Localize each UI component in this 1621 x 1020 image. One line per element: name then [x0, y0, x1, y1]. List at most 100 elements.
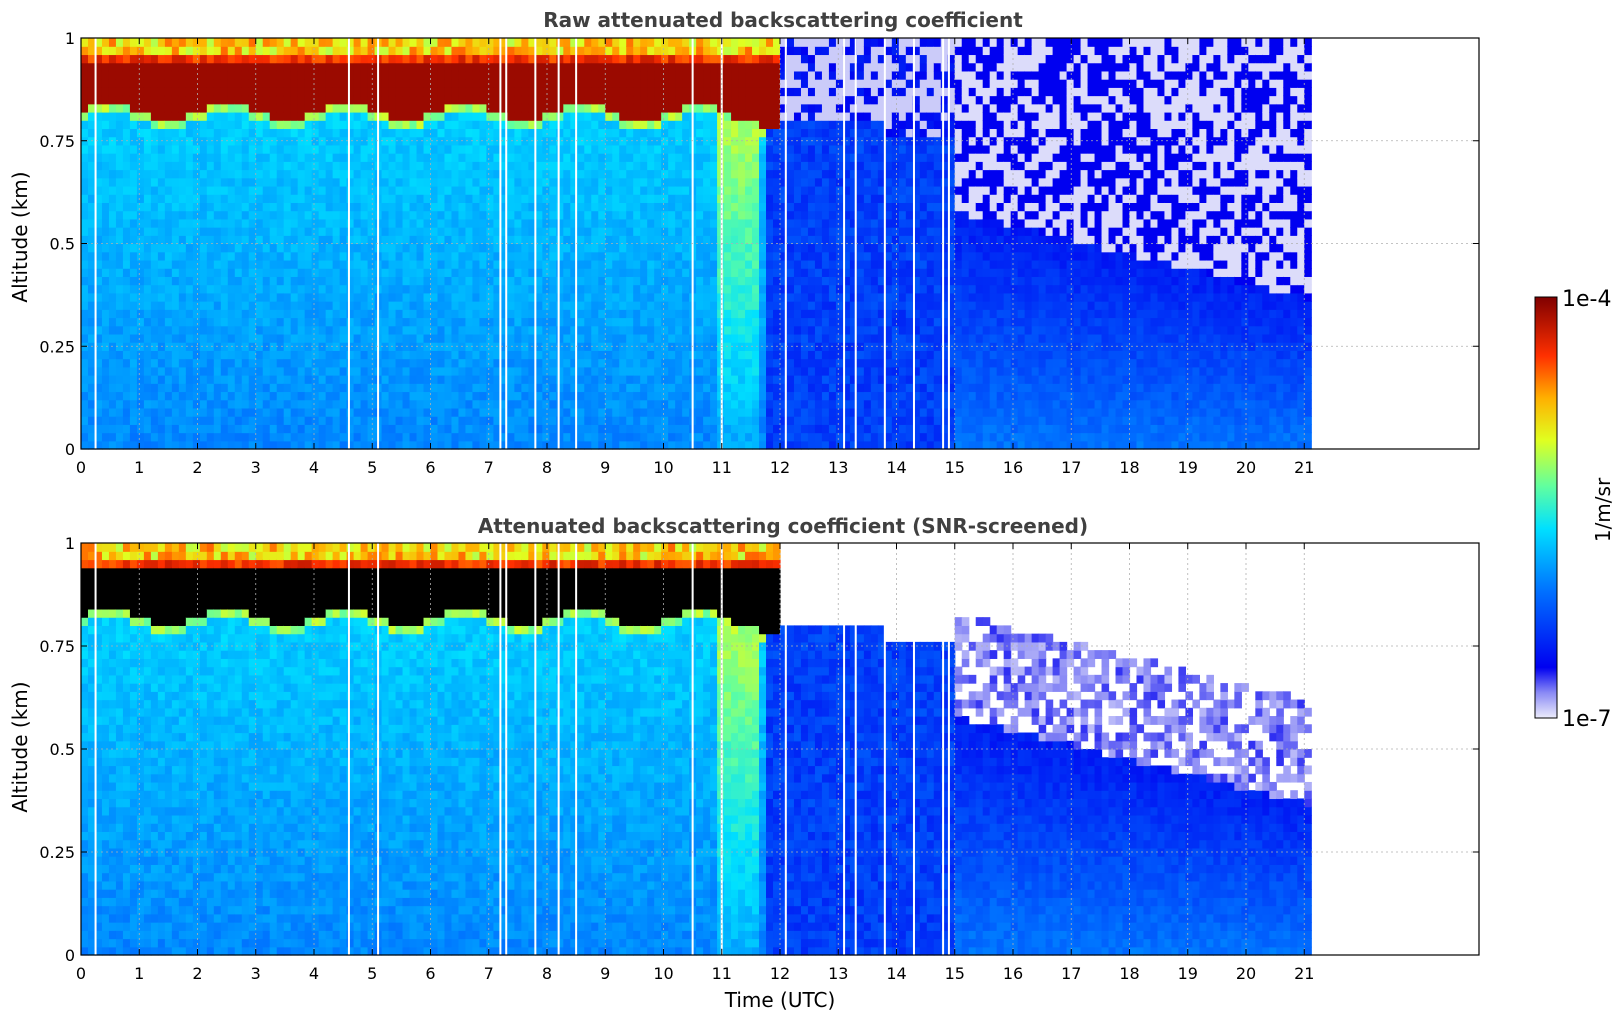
heatmap-cell [346, 399, 355, 409]
heatmap-cell [220, 383, 229, 393]
heatmap-cell [255, 416, 264, 425]
heatmap-cell [472, 251, 481, 261]
heatmap-cell [241, 276, 250, 286]
heatmap-cell [444, 292, 453, 302]
heatmap-cell [157, 259, 166, 269]
heatmap-cell [535, 218, 543, 228]
heatmap-cell [304, 103, 313, 113]
heatmap-cell [514, 46, 522, 56]
heatmap-cell [269, 87, 278, 97]
heatmap-cell [178, 383, 187, 393]
heatmap-cell [626, 342, 634, 351]
heatmap-cell [388, 46, 397, 56]
heatmap-cell [766, 128, 774, 138]
heatmap-cell [339, 136, 348, 146]
heatmap-cell [297, 366, 306, 376]
heatmap-cell [381, 185, 390, 195]
heatmap-cell [731, 276, 739, 286]
heatmap-cell [444, 375, 453, 384]
heatmap-cell [521, 161, 529, 171]
heatmap-cell [150, 284, 159, 294]
heatmap-cell [535, 325, 543, 335]
heatmap-cell [451, 70, 460, 80]
heatmap-cell [192, 111, 201, 121]
heatmap-cell [360, 38, 369, 47]
heatmap-cell [290, 276, 299, 286]
heatmap-cell [332, 161, 341, 171]
heatmap-cell [710, 424, 718, 434]
heatmap-cell [136, 325, 145, 335]
heatmap-cell [682, 301, 690, 310]
heatmap-cell [150, 243, 159, 253]
heatmap-cell [759, 243, 767, 253]
heatmap-cell [752, 259, 760, 269]
heatmap-cell [626, 375, 634, 384]
heatmap-cell [738, 440, 746, 450]
heatmap-cell [451, 136, 460, 146]
heatmap-cell [479, 128, 488, 138]
heatmap-cell [745, 210, 753, 220]
heatmap-cell [276, 111, 285, 121]
heatmap-cell [479, 54, 488, 64]
heatmap-cell [353, 407, 362, 417]
heatmap-cell [115, 136, 124, 146]
heatmap-cell [675, 268, 683, 277]
heatmap-cell [591, 70, 599, 80]
heatmap-cell [703, 120, 711, 130]
heatmap-cell [633, 350, 641, 360]
heatmap-cell [199, 144, 208, 154]
heatmap-cell [276, 399, 285, 409]
heatmap-cell [584, 103, 592, 113]
heatmap-cell [353, 218, 362, 228]
heatmap-cell [773, 202, 781, 212]
heatmap-cell [339, 243, 348, 253]
heatmap-cell [297, 120, 306, 130]
heatmap-cell [528, 407, 536, 417]
heatmap-cell [402, 177, 411, 187]
heatmap-cell [206, 144, 215, 154]
heatmap-cell [752, 144, 760, 154]
heatmap-cell [227, 383, 236, 393]
heatmap-cell [129, 103, 138, 113]
heatmap-cell [171, 227, 180, 236]
heatmap-cell [185, 268, 194, 277]
heatmap-cell [710, 54, 718, 64]
heatmap-cell [206, 342, 215, 351]
heatmap-cell [451, 358, 460, 368]
heatmap-cell [81, 243, 89, 253]
heatmap-cell [360, 218, 369, 228]
heatmap-cell [584, 210, 592, 220]
heatmap-cell [703, 169, 711, 179]
heatmap-cell [94, 358, 103, 368]
heatmap-cell [500, 218, 508, 228]
heatmap-cell [150, 185, 159, 195]
heatmap-cell [150, 309, 159, 319]
heatmap-cell [430, 54, 439, 64]
heatmap-cell [332, 169, 341, 179]
heatmap-cell [164, 383, 173, 393]
heatmap-cell [556, 169, 564, 179]
heatmap-cell [626, 169, 634, 179]
heatmap-cell [773, 79, 781, 88]
heatmap-cell [563, 325, 571, 335]
heatmap-cell [206, 161, 215, 171]
heatmap-cell [115, 227, 124, 236]
heatmap-cell [101, 79, 110, 88]
heatmap-cell [766, 103, 774, 113]
heatmap-cell [164, 136, 173, 146]
heatmap-cell [710, 358, 718, 368]
heatmap-cell [570, 276, 578, 286]
heatmap-cell [549, 120, 557, 130]
y-axis-label: Altitude (km) [8, 171, 32, 302]
heatmap-cell [472, 416, 481, 425]
heatmap-cell [87, 169, 96, 179]
heatmap-cell [738, 103, 746, 113]
heatmap-cell [353, 202, 362, 212]
heatmap-cell [661, 177, 669, 187]
heatmap-cell [584, 111, 592, 121]
heatmap-cell [227, 391, 236, 401]
heatmap-cell [752, 136, 760, 146]
heatmap-cell [710, 202, 718, 212]
heatmap-cell [185, 144, 194, 154]
heatmap-cell [458, 391, 467, 401]
